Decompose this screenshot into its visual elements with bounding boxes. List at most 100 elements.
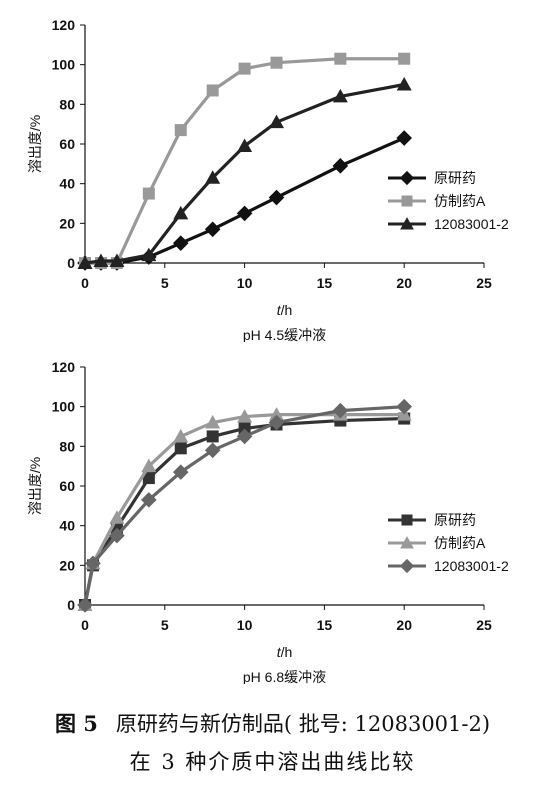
chart1-y-axis-label: 溶出度/%	[27, 115, 43, 173]
chart1-series-1-point	[396, 130, 412, 146]
chart-ph45: 0 20 40 60 80 100 120 0 5 10 15 20 25 溶出度/% t/h pH 4.5缓…	[27, 17, 509, 342]
chart1-series-3-line	[84, 82, 405, 265]
chart1-series-2-point	[270, 56, 283, 69]
chart1-series-2-point	[142, 187, 155, 200]
figure-caption-line2: 在 3 种介质中溶出曲线比较	[129, 750, 416, 774]
chart1-series-3-point	[141, 247, 157, 262]
chart2-series-3-point	[109, 527, 125, 544]
chart1-series-2-point	[206, 84, 219, 97]
chart2-series-3-point	[141, 492, 157, 508]
chart2-y-tick-label: 20	[59, 557, 75, 573]
chart1-legend-label-1: 原研药	[434, 170, 476, 186]
chart2-x-tick-label: 0	[81, 617, 89, 633]
chart2-y-tick-label: 60	[59, 478, 75, 494]
chart2-series-3-point	[85, 555, 101, 572]
chart2-series-3	[77, 398, 412, 613]
chart2-series-1-line	[83, 416, 405, 606]
chart2-series-3-point	[332, 402, 349, 419]
chart1-series-2-point	[398, 52, 411, 65]
chart2-x-axis-label: t/h	[277, 644, 293, 660]
chart2-series-2-point	[109, 510, 125, 524]
chart2-legend-marker-1	[401, 514, 413, 526]
chart2-series-1-point	[238, 422, 251, 435]
chart1-series-3-point	[109, 253, 125, 268]
chart2-series-3-line	[83, 405, 405, 606]
chart1-series-2-point	[174, 124, 187, 137]
chart2-y-tick-label: 120	[52, 359, 76, 375]
chart2-legend-marker-3	[399, 558, 415, 574]
chart2-series-2-point	[173, 428, 189, 443]
figure-caption-line1: 图 5 原研药与新仿制品( 批号: 12083001-2)	[0, 708, 545, 738]
chart1-series-3-point	[93, 253, 109, 268]
chart2-series-2-point	[237, 409, 253, 423]
chart1-x-tick-label: 15	[317, 275, 333, 291]
chart2-series-2-line	[83, 412, 405, 606]
chart1-series-3-point	[332, 88, 348, 103]
chart2-series-3-point	[268, 414, 285, 431]
chart1-y-tick-label: 100	[52, 57, 76, 73]
chart2-y-tick-label: 0	[67, 597, 75, 613]
chart1-x-axis-label-unit: /h	[281, 302, 293, 318]
chart1-x-tick-label: 25	[476, 275, 492, 291]
chart2-series-3-point	[396, 398, 412, 415]
chart1-series-3-point	[396, 77, 412, 91]
chart2-x-axis-label-var: t	[277, 644, 282, 660]
chart1-y-tick-label: 0	[67, 255, 75, 271]
chart1-legend-marker-2	[401, 195, 413, 207]
chart2-legend-marker-2	[400, 536, 414, 549]
chart2-series-1-point	[174, 442, 187, 455]
chart2-y-tick-label: 40	[59, 518, 75, 534]
chart2-legend-label-2: 仿制药A	[434, 535, 486, 551]
chart2-series-2-point	[141, 458, 157, 473]
chart1-y-tick-label: 60	[59, 136, 75, 152]
chart1-x-tick-label: 10	[237, 275, 253, 291]
chart2-y-axis-label: 溶出度/%	[27, 457, 43, 515]
chart1-series-3-point	[173, 205, 189, 220]
chart2-y-tick-label: 100	[52, 399, 76, 415]
chart2-x-tick-label: 15	[317, 617, 333, 633]
chart1-legend-marker-3	[400, 217, 414, 230]
chart2-x-axis-label-unit: /h	[281, 644, 293, 660]
chart2-series-3-point	[172, 464, 189, 480]
chart1-x-tick-label: 0	[81, 275, 89, 291]
chart1-y-tick-label: 80	[59, 96, 75, 112]
chart1-y-tick-label: 40	[59, 176, 75, 192]
chart1-y-tick-label: 20	[59, 215, 75, 231]
chart2-series-1-point	[206, 430, 219, 443]
chart1-series-1-point	[332, 158, 349, 174]
chart2-x-tick-label: 25	[476, 617, 492, 633]
chart2-legend-label-1: 原研药	[434, 512, 476, 528]
chart1-series-2-point	[334, 52, 347, 65]
chart1-legend-label-2: 仿制药A	[434, 193, 486, 209]
chart1-legend-label-3: 12083001-2	[434, 216, 509, 232]
chart1-series-1-point	[268, 189, 285, 206]
chart2-x-tick-label: 5	[161, 617, 169, 633]
chart1-series-3-point	[237, 138, 253, 152]
chart2-x-tick-label: 20	[396, 617, 412, 633]
chart-ph68: 0 20 40 60 80 100 120 0 5 10 15 20 25 溶出度/% t/h pH 6.8缓…	[27, 359, 509, 684]
chart1-series-1-point	[172, 235, 189, 251]
chart2-y-tick-label: 80	[59, 438, 75, 454]
chart1-series-1-point	[236, 205, 253, 222]
chart2-legend-label-3: 12083001-2	[434, 558, 509, 574]
chart1-series-1-line	[85, 136, 405, 265]
chart1-series-2	[79, 52, 411, 269]
chart1-x-axis-label-var: t	[277, 302, 282, 318]
chart2-series-2-point	[269, 407, 285, 421]
chart1-series-3-point	[269, 114, 285, 129]
chart1-series-2-point	[238, 62, 251, 75]
chart1-series-3-point	[77, 255, 93, 269]
chart2-series-1-point	[142, 472, 155, 485]
chart2-chart-title: pH 6.8缓冲液	[243, 669, 326, 684]
chart1-series-2-line	[85, 57, 405, 265]
chart2-series-2-point	[205, 415, 221, 429]
chart1-x-tick-label: 20	[396, 275, 412, 291]
chart1-legend-marker-1	[399, 170, 415, 186]
chart1-chart-title: pH 4.5缓冲液	[243, 327, 326, 342]
chart1-series-1-point	[204, 221, 221, 238]
chart1-series-3	[77, 77, 412, 269]
chart1-series-3-point	[205, 170, 221, 184]
chart1-x-tick-label: 5	[161, 275, 169, 291]
chart1-x-axis-label: t/h	[277, 302, 293, 318]
figure-caption-text: 原研药与新仿制品( 批号: 12083001-2)	[115, 712, 491, 736]
